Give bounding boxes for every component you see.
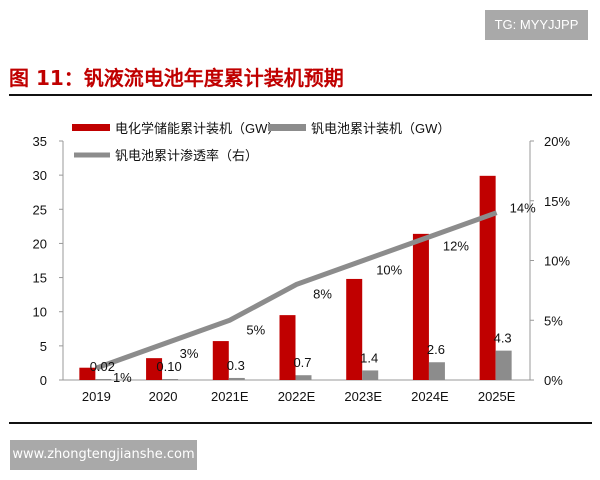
x-tick-label: 2022E — [278, 389, 316, 404]
legend-swatch-vanadium — [268, 124, 306, 131]
right-tick-label: 20% — [544, 134, 570, 149]
line-penetration-rate — [95, 210, 498, 371]
left-tick-label: 30 — [33, 168, 47, 183]
legend-label-penetration: 钒电池累计渗透率（右） — [115, 148, 258, 163]
x-tick-label: 2023E — [344, 389, 382, 404]
right-tick-label: 15% — [544, 194, 570, 209]
bar-vanadium-battery — [162, 379, 179, 380]
watermark-top: TG: MYYJJPP — [485, 10, 588, 40]
vanadium-data-label: 0.7 — [293, 355, 311, 370]
chart: 0 5 10 15 20 25 30 35 0% 5% 10% 15% 20% 2019 2020 2021E… — [33, 121, 571, 404]
right-tick-label: 5% — [544, 313, 563, 328]
penetration-data-label: 3% — [180, 346, 199, 361]
bar-electrochemical-storage — [479, 175, 496, 380]
vanadium-data-label: 0.3 — [227, 358, 245, 373]
bar-electrochemical-storage — [412, 233, 429, 380]
penetration-data-label: 5% — [246, 322, 265, 337]
bar-electrochemical-storage — [79, 367, 96, 380]
penetration-data-label: 14% — [510, 201, 536, 216]
bar-electrochemical-storage — [279, 315, 296, 380]
right-tick-label: 10% — [544, 254, 570, 269]
x-tick-label: 2019 — [82, 389, 111, 404]
penetration-data-label: 10% — [376, 263, 402, 278]
penetration-data-label: 8% — [313, 286, 332, 301]
left-tick-label: 15 — [33, 271, 47, 286]
left-tick-label: 5 — [40, 339, 47, 354]
bar-electrochemical-storage — [146, 358, 163, 380]
bar-vanadium-battery — [495, 350, 512, 380]
bottom-divider — [9, 422, 592, 424]
x-tick-label: 2024E — [411, 389, 449, 404]
bar-vanadium-battery — [295, 375, 312, 380]
legend-label-electrochemical: 电化学储能累计装机（GW） — [115, 121, 280, 136]
bar-vanadium-battery — [228, 377, 245, 380]
title-divider — [9, 94, 592, 96]
bar-electrochemical-storage — [212, 341, 229, 380]
bar-electrochemical-storage — [346, 278, 363, 380]
left-tick-label: 10 — [33, 305, 47, 320]
x-tick-label: 2021E — [211, 389, 249, 404]
vanadium-data-label: 4.3 — [494, 331, 512, 346]
x-tick-label: 2025E — [478, 389, 516, 404]
right-tick-label: 0% — [544, 373, 563, 388]
chart-title: 图 11：钒液流电池年度累计装机预期 — [9, 66, 344, 90]
left-tick-label: 20 — [33, 236, 47, 251]
left-tick-label: 0 — [40, 373, 47, 388]
legend-label-vanadium: 钒电池累计装机（GW） — [311, 121, 450, 136]
left-tick-label: 35 — [33, 134, 47, 149]
penetration-data-label: 1% — [113, 370, 132, 385]
legend-swatch-electrochemical — [72, 124, 110, 131]
watermark-bottom: www.zhongtengjianshe.com — [10, 440, 197, 470]
bar-vanadium-battery — [95, 379, 112, 380]
penetration-data-label: 12% — [443, 239, 469, 254]
left-tick-label: 25 — [33, 202, 47, 217]
vanadium-data-label: 2.6 — [427, 342, 445, 357]
vanadium-data-label: 1.4 — [360, 350, 378, 365]
vanadium-data-label: 0.02 — [90, 359, 115, 374]
x-tick-label: 2020 — [149, 389, 178, 404]
bar-vanadium-battery — [428, 362, 445, 380]
vanadium-data-label: 0.10 — [156, 359, 181, 374]
bar-vanadium-battery — [362, 370, 379, 380]
